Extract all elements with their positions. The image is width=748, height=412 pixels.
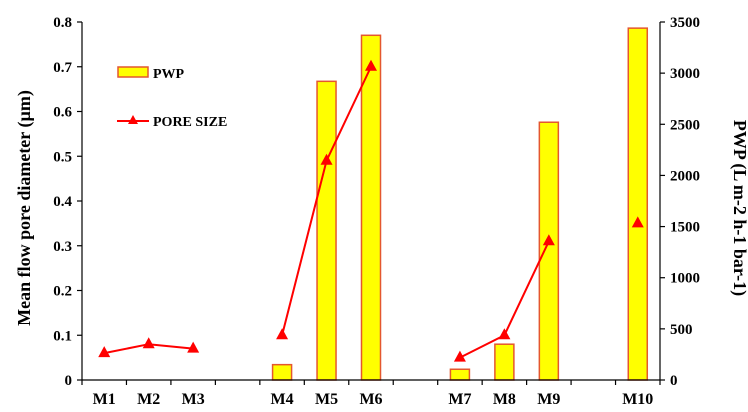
y2-tick-label: 500 (670, 322, 693, 338)
pore-size-point-m7 (453, 350, 466, 362)
y2-tick-label: 1500 (670, 220, 700, 236)
y-tick-label: 0.7 (53, 60, 72, 76)
pore-size-point-m10 (631, 216, 644, 228)
y-tick-label: 0.4 (53, 194, 72, 210)
x-tick-label: M1 (93, 391, 116, 408)
y2-tick-label: 3500 (670, 15, 700, 31)
pore-size-point-m5 (320, 153, 333, 165)
x-tick-label: M6 (359, 391, 382, 408)
legend-swatch-pore-size-marker (128, 115, 138, 124)
pore-size-point-m4 (276, 328, 289, 340)
y2-tick-label: 2500 (670, 117, 700, 133)
pore-size-line-layer (98, 59, 644, 362)
x-tick-label: M10 (622, 391, 653, 408)
y-tick-label: 0.1 (53, 328, 72, 344)
pwp-bar-m8 (494, 343, 515, 381)
y-tick-label: 0.8 (53, 15, 72, 31)
x-tick-label: M3 (182, 391, 205, 408)
x-tick-label: M8 (493, 391, 516, 408)
y-tick-label: 0.2 (53, 284, 72, 300)
axes-layer: 0 0.1 0.2 0.3 0.4 0.5 0.6 0.7 0.8 0 500 1000 1500 200… (53, 15, 700, 408)
legend-label-pore-size: PORE SIZE (153, 115, 227, 130)
y2-axis-title: PWP (L m-2 h-1 bar-1) (729, 120, 748, 296)
x-tick-label: M5 (315, 391, 338, 408)
y-tick-label: 0.3 (53, 239, 72, 255)
pore-size-point-m1 (98, 346, 111, 358)
legend: PWP PORE SIZE (117, 66, 227, 130)
x-tick-label: M9 (537, 391, 560, 408)
pore-size-line-segment-3 (459, 240, 550, 359)
pwp-bar-m4 (271, 363, 293, 381)
legend-swatch-pwp (117, 66, 149, 78)
pwp-bar-m5 (316, 80, 337, 381)
pore-size-point-m6 (365, 59, 377, 71)
legend-label-pwp: PWP (153, 67, 185, 82)
y2-tick-label: 3000 (670, 66, 700, 82)
y-axis-title: Mean flow pore diameter (µm) (14, 90, 35, 326)
pore-size-point-m8 (498, 328, 511, 340)
y-tick-label: 0.6 (53, 105, 72, 121)
y2-tick-label: 2000 (670, 168, 700, 184)
x-tick-label: M4 (271, 391, 294, 408)
y2-tick-label: 0 (670, 373, 678, 389)
bars-layer (271, 27, 649, 381)
y-tick-label: 0.5 (53, 149, 72, 165)
y-tick-label: 0 (65, 373, 73, 389)
pwp-bar-m7 (449, 368, 471, 381)
pwp-bar-m10 (627, 27, 649, 381)
y2-tick-label: 1000 (670, 271, 700, 287)
pore-size-point-m3 (187, 341, 200, 353)
x-tick-label: M2 (137, 391, 160, 408)
pwp-bar-m9 (538, 121, 560, 381)
pwp-bar-m6 (360, 34, 382, 381)
pore-size-point-m9 (542, 234, 555, 246)
pore-size-point-m2 (142, 337, 155, 349)
x-tick-label: M7 (448, 391, 471, 408)
